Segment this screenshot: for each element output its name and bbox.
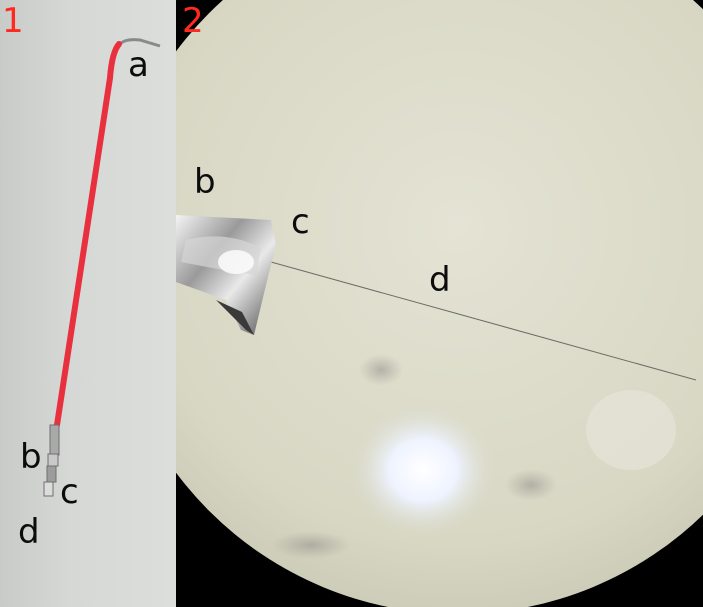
label-b-2: b <box>194 162 216 202</box>
wire-probe-photo <box>43 38 161 497</box>
label-c-2: c <box>291 202 310 242</box>
photo-panel-1: 1 a b c d <box>0 0 176 607</box>
field-of-view <box>176 0 703 607</box>
label-d: d <box>18 512 40 552</box>
panel-number-2: 2 <box>182 1 204 41</box>
bright-spot <box>348 402 498 538</box>
red-wire <box>54 41 122 428</box>
label-c: c <box>60 472 79 512</box>
thin-fiber <box>270 261 697 381</box>
connector-tip <box>176 215 276 335</box>
label-d-2: d <box>429 260 451 300</box>
metal-connector <box>43 424 60 497</box>
photo-panel-2: 2 b c d <box>176 0 703 607</box>
label-b: b <box>20 437 42 477</box>
label-a: a <box>128 45 149 85</box>
microscope-view <box>176 0 703 607</box>
panel-number-1: 1 <box>2 1 24 41</box>
